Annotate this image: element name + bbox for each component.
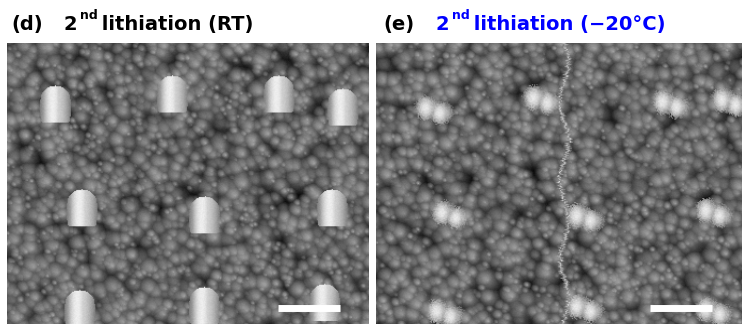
Text: (d): (d) xyxy=(11,15,42,34)
Text: (e): (e) xyxy=(384,15,415,34)
Text: nd: nd xyxy=(80,9,98,22)
Text: nd: nd xyxy=(452,9,470,22)
Text: lithiation (−20°C): lithiation (−20°C) xyxy=(467,15,665,34)
Text: 2: 2 xyxy=(63,15,77,34)
Text: 2: 2 xyxy=(436,15,449,34)
Text: lithiation (RT): lithiation (RT) xyxy=(95,15,253,34)
